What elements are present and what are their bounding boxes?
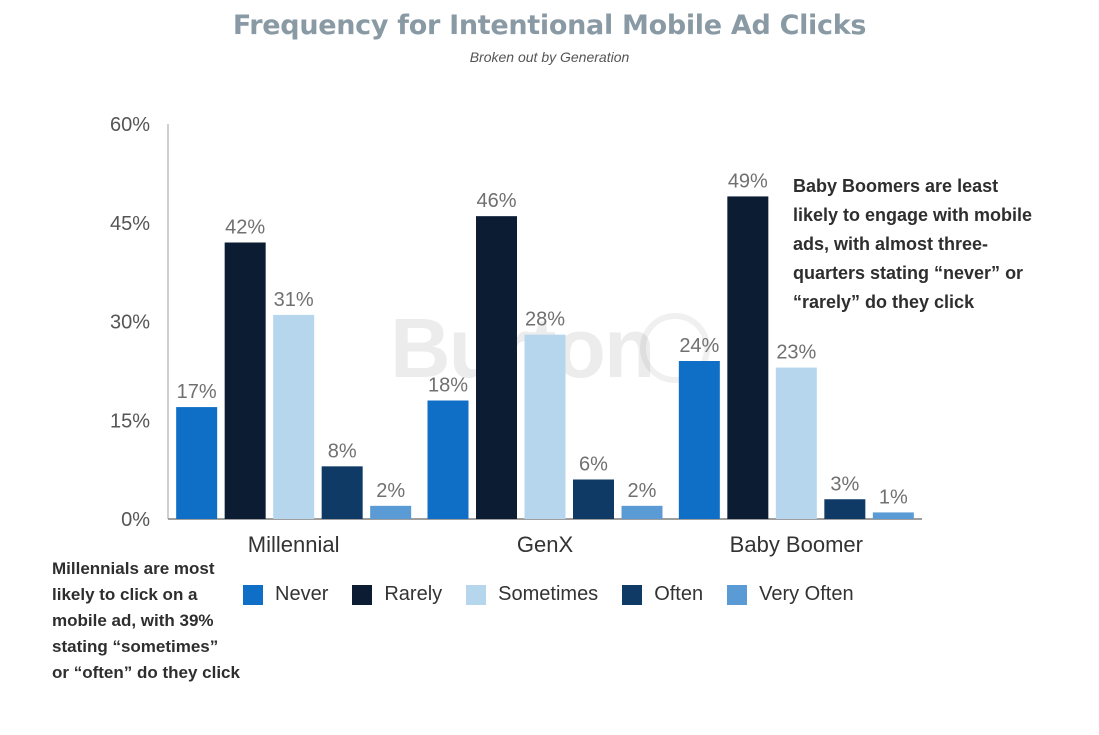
- x-category-label: Millennial: [248, 532, 340, 557]
- bar: [176, 407, 218, 519]
- data-label: 18%: [428, 375, 468, 397]
- bar: [727, 196, 769, 519]
- bar: [824, 499, 866, 519]
- legend-item: Often: [622, 583, 703, 606]
- annotation-baby-boomers: Baby Boomers are least likely to engage …: [793, 176, 1033, 312]
- bar: [427, 400, 469, 519]
- legend-swatch: [466, 584, 487, 605]
- bar: [224, 242, 266, 519]
- legend-swatch: [352, 584, 373, 605]
- legend-label: Never: [275, 583, 329, 605]
- legend-item: Rarely: [352, 583, 442, 606]
- data-label: 28%: [525, 309, 565, 331]
- bar: [621, 505, 663, 519]
- chart-legend: Never Rarely Sometimes Often Very Often: [243, 583, 854, 606]
- y-tick-label: 60%: [110, 114, 150, 136]
- data-label: 6%: [579, 454, 608, 476]
- bar: [573, 479, 614, 519]
- data-label: 8%: [328, 440, 357, 462]
- bar: [775, 367, 817, 519]
- data-label: 2%: [628, 480, 657, 502]
- data-label: 3%: [830, 473, 859, 495]
- y-tick-label: 30%: [110, 312, 150, 334]
- data-label: 24%: [679, 335, 719, 357]
- x-category-label: Baby Boomer: [730, 532, 863, 557]
- bar: [273, 314, 315, 519]
- legend-label: Rarely: [384, 583, 443, 605]
- bar: [524, 334, 566, 519]
- watermark-ring-icon: [640, 313, 710, 383]
- data-label: 1%: [879, 486, 908, 508]
- legend-swatch: [243, 584, 263, 605]
- data-label: 31%: [274, 289, 314, 311]
- annotation-millennials: Millennials are most likely to click on …: [52, 559, 240, 682]
- legend-label: Very Often: [759, 583, 854, 605]
- chart-title: Frequency for Intentional Mobile Ad Clic…: [232, 10, 867, 41]
- data-label: 17%: [177, 381, 217, 403]
- legend-label: Sometimes: [498, 583, 599, 605]
- legend-swatch: [727, 584, 748, 605]
- legend-item: Sometimes: [466, 583, 598, 606]
- data-label: 46%: [476, 190, 516, 212]
- y-tick-label: 45%: [110, 213, 150, 235]
- bar: [678, 361, 720, 519]
- legend-swatch: [622, 584, 643, 605]
- y-tick-label: 0%: [121, 509, 150, 531]
- legend-item: Very Often: [727, 583, 854, 606]
- bar: [321, 466, 363, 519]
- legend-item: Never: [243, 583, 328, 606]
- data-label: 23%: [776, 342, 816, 364]
- data-label: 2%: [376, 480, 405, 502]
- bar: [370, 505, 412, 519]
- bar: [476, 216, 517, 519]
- bar-chart: 0% 15% 30% 45% 60% 17% 42% 31% 8% 2% Millennial 18%…: [110, 114, 922, 557]
- y-tick-label: 15%: [110, 410, 150, 432]
- data-label: 42%: [225, 217, 265, 239]
- x-category-label: GenX: [517, 532, 574, 557]
- chart-subtitle: Broken out by Generation: [469, 49, 630, 65]
- legend-label: Often: [654, 583, 704, 605]
- bar: [872, 512, 914, 519]
- watermark-logo: Burton: [390, 301, 655, 395]
- data-label: 49%: [728, 170, 768, 192]
